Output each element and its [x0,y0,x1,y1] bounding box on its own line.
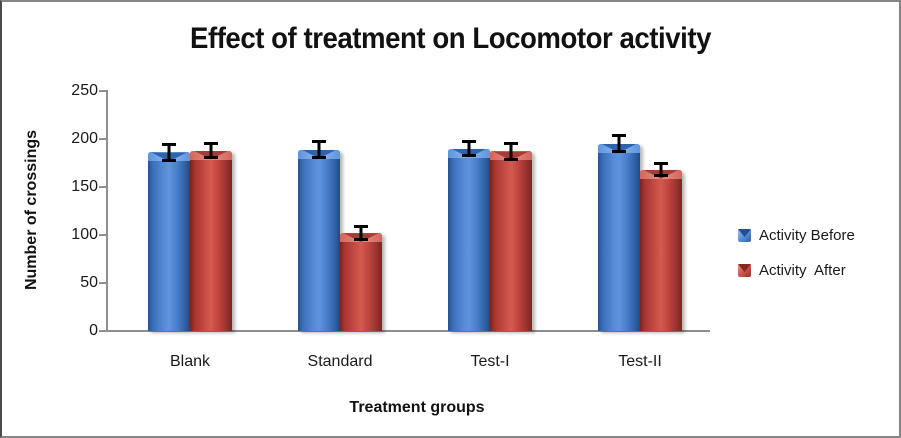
legend-label-activity-before: Activity Before [759,227,855,244]
chart-title: Effect of treatment on Locomotor activit… [190,22,711,55]
error-bar-test-ii-after [654,162,668,178]
legend: Activity Before Activity After [738,227,855,299]
bar-test-ii-after [640,169,682,331]
y-axis-line [106,90,108,332]
bar-blank-after [190,150,232,331]
y-tick-mark [99,282,106,284]
error-bar-test-ii-before [612,134,626,154]
legend-marker-before-icon [738,229,751,242]
y-tick-label: 250 [71,82,98,99]
legend-entry-activity-after: Activity After [738,262,855,279]
bar-standard-after [340,233,382,331]
y-tick-mark [99,138,106,140]
x-category-label: Test-I [470,353,510,370]
legend-entry-activity-before: Activity Before [738,227,855,244]
y-axis-title: Number of crossings [23,129,40,291]
error-bar-blank-before [162,142,176,163]
x-category-label: Test-II [618,353,662,370]
error-bar-blank-after [204,141,218,160]
y-tick-label: 150 [71,178,98,195]
bar-standard-before [298,149,340,331]
x-category-label: Blank [169,353,211,370]
error-bar-test-i-before [462,139,476,158]
error-bar-test-i-after [504,141,518,162]
y-tick-label: 50 [80,274,98,291]
bar-test-i-after [490,151,532,331]
legend-label-activity-after: Activity After [759,262,846,279]
y-tick-mark [99,330,106,332]
error-bar-standard-before [312,139,326,160]
y-tick-mark [99,90,106,92]
bar-blank-before [148,152,190,331]
y-tick-mark [99,234,106,236]
y-tick-label: 0 [89,322,98,339]
bar-test-i-before [448,148,490,331]
y-tick-label: 100 [71,226,98,243]
error-bar-standard-after [354,225,368,241]
x-axis-line [106,330,710,332]
x-axis-title: Treatment groups [349,399,485,416]
bar-test-ii-before [598,143,640,331]
legend-marker-after-icon [738,264,751,277]
x-category-label: Standard [307,353,373,370]
y-tick-label: 200 [71,130,98,147]
y-tick-mark [99,186,106,188]
